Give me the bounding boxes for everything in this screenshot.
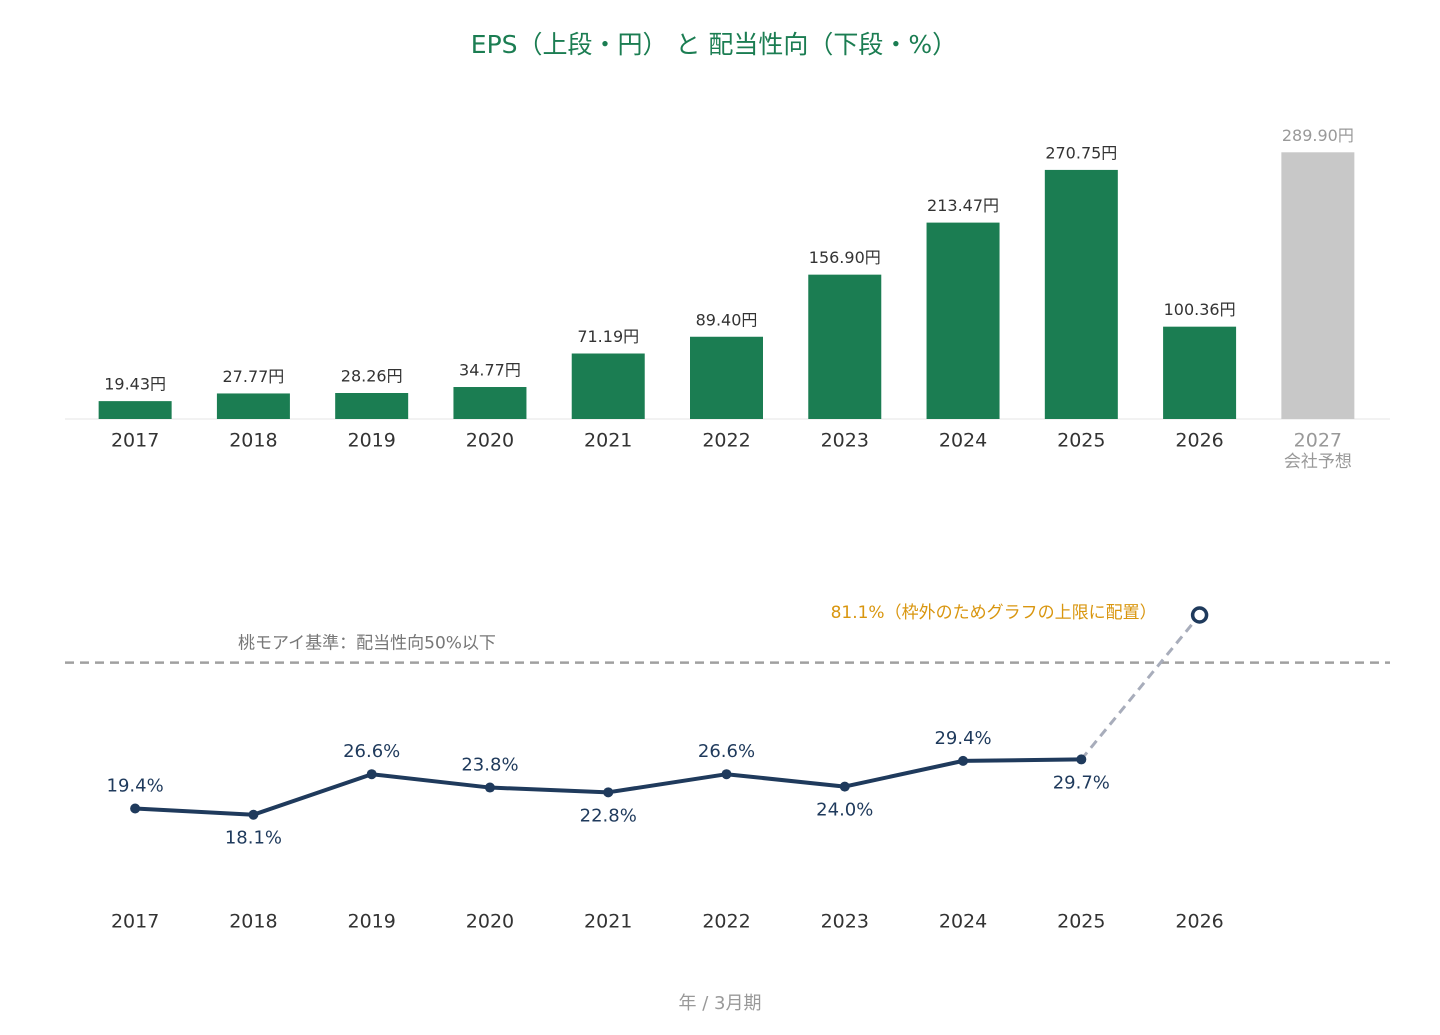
x-tick-label: 2023 [821,430,869,452]
value-label: 156.90円 [809,248,881,267]
overflow-annotation: 81.1%（枠外のためグラフの上限に配置） [831,603,1157,623]
overflow-connector [1080,614,1201,761]
point [130,803,141,814]
overflow-marker [1190,606,1209,624]
point [1076,754,1087,765]
bar [335,393,409,419]
x-tick-label: 2018 [229,430,277,452]
x-tick-label: 2021 [584,911,632,933]
value-label: 29.7% [1053,772,1110,793]
bar [216,393,290,419]
value-label: 71.19円 [577,327,639,346]
x-tick-label: 2026 [1175,430,1223,452]
value-label: 23.8% [461,755,518,776]
bar [98,401,172,419]
bar [808,274,882,419]
x-tick-label: 2019 [348,911,396,933]
value-label: 19.43円 [104,375,166,394]
x-tick-label: 2022 [702,430,750,452]
x-tick-label: 2017 [111,430,159,452]
value-label: 27.77円 [223,367,285,386]
bar [1044,169,1118,419]
x-tick-label: 2025 [1057,430,1105,452]
x-tick-label: 2025 [1057,911,1105,933]
bar [1163,326,1237,419]
x-tick-label: 2027 [1294,430,1342,452]
value-label: 89.40円 [696,310,758,329]
x-tick-label: 2018 [229,911,277,933]
forecast-label: 会社予想 [1284,452,1352,472]
x-tick-label: 2020 [466,430,514,452]
bar [1281,152,1355,420]
x-tick-label: 2024 [939,911,987,933]
bar [690,336,763,419]
x-tick-label: 2017 [111,911,159,933]
x-axis-label: 年 / 3月期 [679,993,762,1014]
point [721,769,732,780]
value-label: 22.8% [580,805,637,826]
point [839,781,850,792]
point [603,787,614,798]
value-label: 24.0% [816,800,873,821]
chart-title: EPS（上段・円） と 配当性向（下段・%） [471,30,957,59]
x-tick-label: 2022 [702,911,750,933]
reference-label: 桃モアイ基準：配当性向50%以下 [238,634,496,654]
value-label: 26.6% [343,741,400,762]
bar [926,222,1000,419]
x-tick-label: 2021 [584,430,632,452]
value-label: 29.4% [934,728,991,749]
bar [571,353,645,419]
value-label: 19.4% [107,776,164,797]
value-label: 213.47円 [927,196,999,215]
point [484,782,495,793]
point [366,769,377,780]
x-tick-label: 2023 [821,911,869,933]
value-label: 270.75円 [1045,143,1117,162]
value-label: 18.1% [225,828,282,849]
value-label: 34.77円 [459,361,521,380]
x-tick-label: 2019 [348,430,396,452]
x-tick-label: 2026 [1175,911,1223,933]
bar [453,387,527,419]
value-label: 100.36円 [1164,300,1236,319]
x-tick-label: 2020 [466,911,514,933]
point [248,809,259,820]
value-label: 289.90円 [1282,126,1354,145]
value-label: 26.6% [698,741,755,762]
point [958,755,969,766]
x-tick-label: 2024 [939,430,987,452]
value-label: 28.26円 [341,367,403,386]
